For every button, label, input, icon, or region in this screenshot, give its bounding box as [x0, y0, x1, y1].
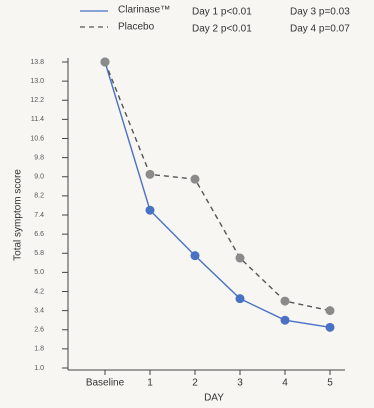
data-point — [190, 174, 200, 184]
legend-label: Clarinase™ — [118, 5, 170, 16]
y-tick-label: 6.6 — [34, 231, 44, 238]
data-point — [190, 251, 200, 261]
legend-label: Placebo — [118, 22, 155, 33]
data-point — [325, 306, 335, 316]
x-tick-label: Baseline — [86, 378, 125, 389]
y-tick-label: 7.4 — [34, 212, 44, 219]
y-tick-label: 8.2 — [34, 193, 44, 200]
data-point — [100, 57, 110, 67]
annotation: Day 3 p=0.03 — [290, 7, 350, 18]
data-point — [280, 315, 290, 325]
annotation: Day 4 p=0.07 — [290, 24, 350, 35]
annotation: Day 1 p<0.01 — [192, 7, 252, 18]
data-point — [235, 294, 245, 304]
x-axis-label: DAY — [204, 393, 224, 404]
y-tick-label: 4.2 — [34, 288, 44, 295]
y-tick-label: 3.4 — [34, 307, 44, 314]
x-tick-label: 3 — [237, 378, 243, 389]
y-tick-label: 1.8 — [34, 346, 44, 353]
data-point — [325, 322, 335, 332]
y-tick-label: 13.8 — [30, 59, 44, 66]
data-point — [145, 169, 155, 179]
data-point — [280, 296, 290, 306]
annotation: Day 2 p<0.01 — [192, 24, 252, 35]
y-axis-label: Total symptom score — [13, 169, 24, 261]
y-tick-label: 11.4 — [31, 116, 44, 123]
x-tick-label: 2 — [192, 378, 198, 389]
x-tick-label: 4 — [282, 378, 288, 389]
y-tick-label: 12.2 — [30, 97, 44, 104]
y-tick-label: 5.0 — [34, 269, 44, 276]
y-tick-label: 2.6 — [34, 327, 44, 334]
x-tick-label: 5 — [327, 378, 333, 389]
y-tick-label: 5.8 — [34, 250, 44, 257]
y-tick-label: 10.6 — [30, 135, 44, 142]
series-line — [104, 61, 331, 329]
data-point — [235, 253, 245, 263]
data-point — [145, 205, 155, 215]
x-tick-label: 1 — [147, 378, 153, 389]
y-tick-label: 9.8 — [34, 154, 44, 161]
y-tick-label: 13.0 — [30, 78, 44, 85]
y-tick-label: 1.0 — [34, 365, 44, 372]
series-line — [104, 61, 331, 312]
y-tick-label: 9.0 — [34, 174, 44, 181]
